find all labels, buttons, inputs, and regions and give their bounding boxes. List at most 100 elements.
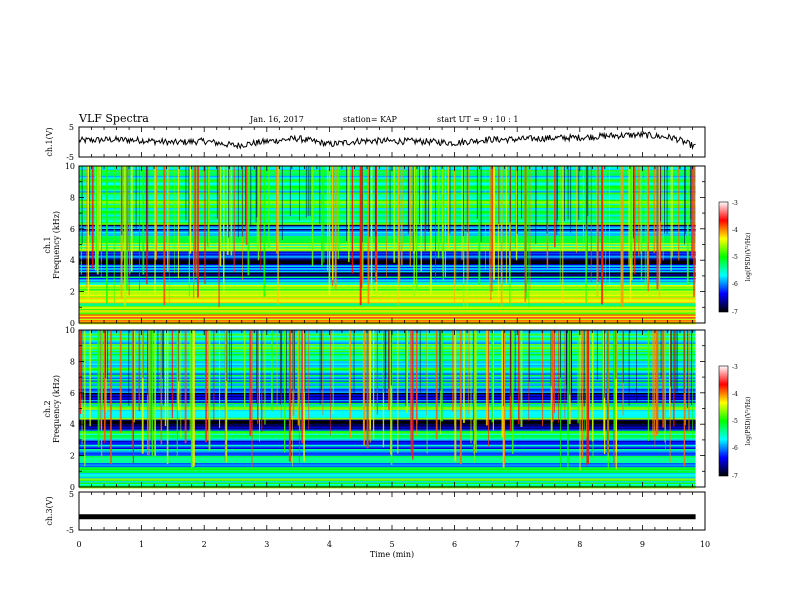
ch1-freq-tick-label: 6 bbox=[70, 225, 75, 234]
spectrogram-streak bbox=[491, 330, 493, 423]
spectrogram-row bbox=[79, 450, 696, 453]
spectrogram-gap bbox=[528, 330, 530, 383]
spectrogram-streak bbox=[207, 166, 210, 247]
spectrogram-streak bbox=[226, 166, 229, 255]
spectrogram-streak bbox=[132, 330, 134, 465]
spectrogram-streak bbox=[647, 166, 650, 292]
spectrogram-row bbox=[79, 266, 696, 269]
spectrogram-gap bbox=[226, 330, 228, 382]
spectrogram-gap bbox=[503, 330, 504, 407]
spectrogram-streak bbox=[245, 166, 248, 245]
spectrogram-streak bbox=[453, 166, 455, 303]
spectrogram-gap bbox=[281, 330, 283, 401]
spectrogram-streak bbox=[101, 330, 103, 462]
spectrogram-streak bbox=[99, 166, 101, 250]
spectrogram-streak bbox=[688, 330, 690, 432]
spectrogram-row bbox=[79, 358, 696, 360]
spectrogram-streak bbox=[131, 166, 133, 272]
ch1-colorbar-gradient bbox=[718, 201, 729, 313]
spectrogram-streak bbox=[463, 166, 465, 307]
spectrogram-streak bbox=[401, 166, 403, 265]
spectrogram-gap bbox=[684, 166, 685, 245]
x-tick-label: 8 bbox=[577, 540, 582, 549]
spectrogram-streak bbox=[597, 166, 599, 282]
spectrogram-streak bbox=[233, 166, 235, 273]
spectrogram-row bbox=[79, 297, 696, 300]
spectrogram-streak bbox=[526, 166, 528, 299]
ch1-freq-tick-label: 0 bbox=[70, 319, 75, 328]
spectrogram-gap bbox=[227, 166, 229, 238]
spectrogram-streak bbox=[470, 330, 472, 444]
spectrogram-gap bbox=[419, 330, 421, 393]
spectrogram-streak bbox=[334, 166, 337, 290]
spectrogram-streak bbox=[587, 330, 589, 464]
ch1-spectrogram-ticks bbox=[78, 165, 706, 324]
spectrogram-row bbox=[79, 178, 696, 181]
spectrogram-streak bbox=[416, 330, 418, 424]
spectrogram-row bbox=[79, 458, 696, 461]
spectrogram-streak bbox=[225, 330, 228, 463]
spectrogram-streak bbox=[349, 330, 351, 439]
spectrogram-streak bbox=[321, 166, 323, 268]
spectrogram-streak bbox=[218, 166, 220, 308]
spectrogram-gap bbox=[383, 330, 385, 393]
ch2-freq-tick-label: 10 bbox=[65, 326, 75, 335]
spectrogram-gap bbox=[384, 330, 386, 401]
spectrogram-streak bbox=[213, 330, 215, 420]
spectrogram-streak bbox=[297, 330, 299, 416]
spectrogram-streak bbox=[104, 330, 106, 441]
spectrogram-streak bbox=[662, 330, 665, 428]
spectrogram-row bbox=[79, 215, 696, 217]
spectrogram-row bbox=[79, 388, 696, 391]
spectrogram-streak bbox=[155, 166, 157, 260]
spectrogram-streak bbox=[164, 330, 167, 426]
spectrogram-row bbox=[79, 411, 696, 413]
spectrogram-row bbox=[79, 383, 696, 385]
spectrogram-row bbox=[79, 467, 696, 469]
ch2-freq-tick-label: 2 bbox=[70, 452, 75, 461]
spectrogram-row bbox=[79, 407, 696, 409]
spectrogram-streak bbox=[148, 330, 150, 456]
spectrogram-row bbox=[79, 478, 696, 481]
spectrogram-row bbox=[79, 296, 696, 298]
spectrogram-streak bbox=[138, 330, 141, 412]
spectrogram-streak bbox=[189, 330, 191, 439]
ch1-colorbar-tick: -3 bbox=[732, 200, 738, 207]
station-label: station= KAP bbox=[343, 115, 398, 124]
spectrogram-row bbox=[79, 395, 696, 398]
ch2-colorbar-tick: -3 bbox=[732, 364, 738, 371]
spectrogram-streak bbox=[113, 166, 115, 304]
ch2-spectrogram-heatmap bbox=[79, 330, 696, 489]
spectrogram-gap bbox=[676, 330, 678, 394]
spectrogram-gap bbox=[81, 166, 83, 244]
spectrogram-streak bbox=[96, 166, 99, 275]
spectrogram-streak bbox=[192, 330, 195, 467]
spectrogram-gap bbox=[304, 330, 306, 393]
spectrogram-streak bbox=[621, 166, 624, 307]
spectrogram-gap bbox=[178, 330, 180, 382]
spectrogram-streak bbox=[351, 166, 353, 274]
spectrogram-gap bbox=[369, 166, 370, 237]
spectrogram-streak bbox=[455, 330, 457, 464]
x-tick-label: 6 bbox=[452, 540, 457, 549]
spectrogram-gap bbox=[604, 330, 605, 398]
spectrogram-gap bbox=[660, 330, 662, 378]
ch2-colorbar-gradient bbox=[718, 365, 729, 477]
spectrogram-streak bbox=[263, 166, 266, 297]
spectrogram-streak bbox=[298, 330, 300, 464]
spectrogram-row bbox=[79, 248, 696, 251]
spectrogram-row bbox=[79, 216, 696, 219]
spectrogram-row bbox=[79, 404, 696, 406]
spectrogram-streak bbox=[311, 166, 314, 267]
spectrogram-row bbox=[79, 426, 696, 429]
spectrogram-row bbox=[79, 230, 696, 233]
spectrogram-streak bbox=[257, 330, 259, 424]
spectrogram-streak bbox=[163, 166, 166, 306]
spectrogram-streak bbox=[301, 330, 303, 444]
spectrogram-streak bbox=[370, 166, 373, 295]
spectrogram-row bbox=[79, 376, 696, 378]
date-label: Jan. 16, 2017 bbox=[249, 115, 304, 124]
spectrogram-gap bbox=[633, 166, 634, 239]
spectrogram-row bbox=[79, 485, 696, 488]
spectrogram-row bbox=[79, 251, 696, 254]
